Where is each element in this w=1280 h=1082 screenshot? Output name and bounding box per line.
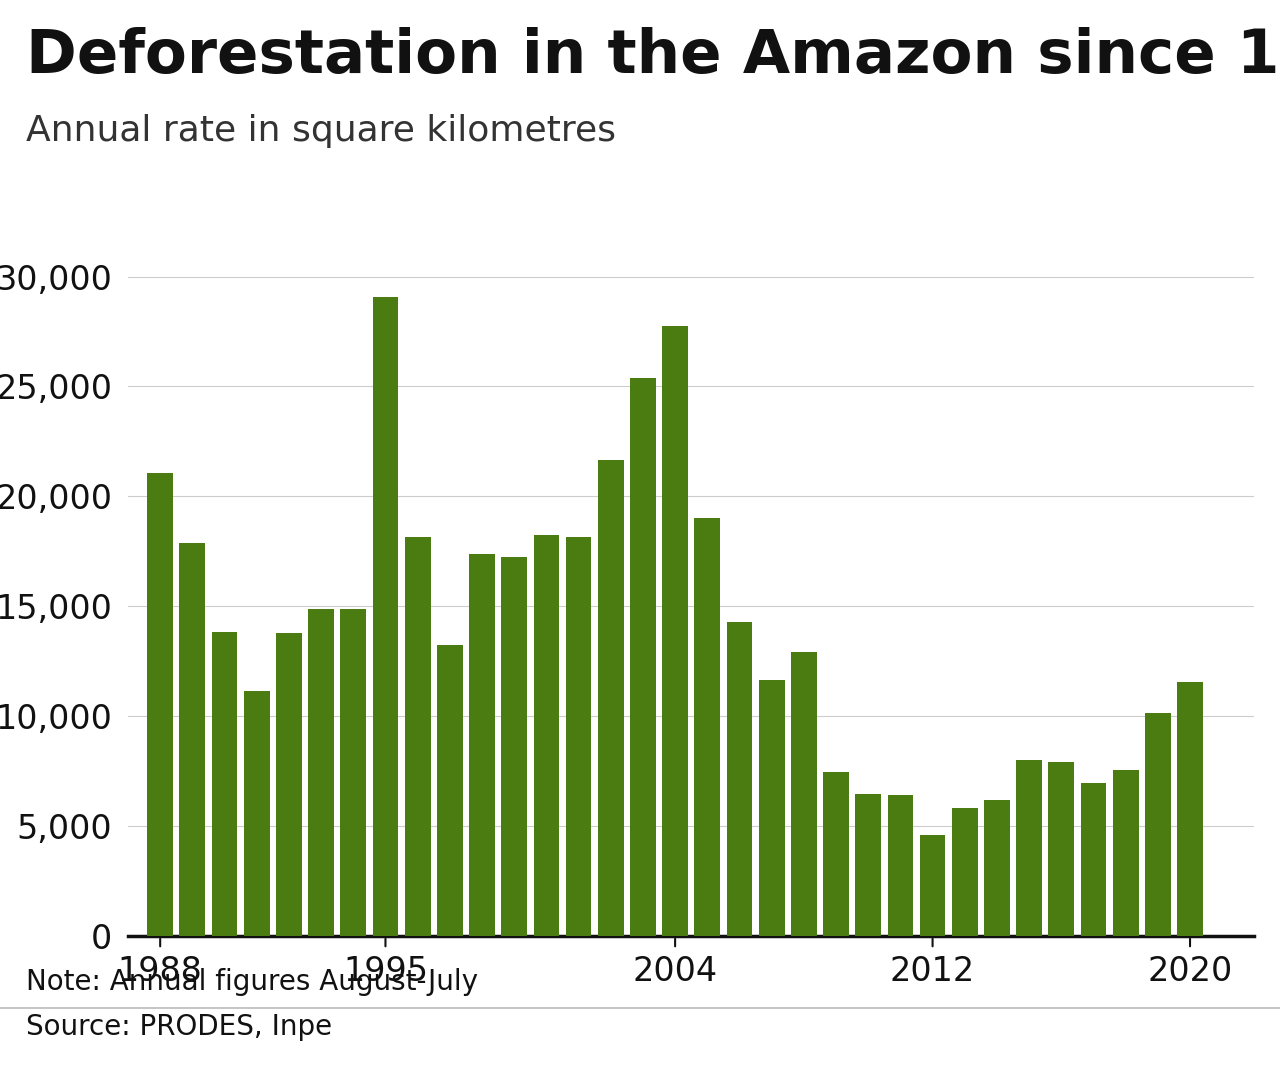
Bar [1016,761,1042,936]
Bar [1080,783,1106,936]
Bar [566,537,591,936]
Text: Deforestation in the Amazon since 1988: Deforestation in the Amazon since 1988 [26,27,1280,87]
Bar [1178,682,1203,936]
Bar [727,622,753,936]
Bar [791,652,817,936]
Text: Annual rate in square kilometres: Annual rate in square kilometres [26,114,616,147]
Bar [1112,770,1138,936]
Bar [920,835,946,936]
Text: BBC: BBC [1153,1031,1234,1065]
Bar [598,460,623,936]
Bar [695,518,721,936]
Bar [1048,763,1074,936]
Bar [308,608,334,936]
Bar [887,795,913,936]
Bar [340,608,366,936]
Bar [759,679,785,936]
Bar [1146,713,1171,936]
Bar [436,645,462,936]
Bar [276,633,302,936]
Bar [502,556,527,936]
Bar [984,800,1010,936]
Text: Note: Annual figures August-July: Note: Annual figures August-July [26,968,477,997]
Bar [952,807,978,936]
Bar [534,536,559,936]
Bar [823,771,849,936]
Bar [855,794,881,936]
Bar [372,298,398,936]
Bar [404,537,430,936]
Bar [630,378,655,936]
Bar [244,691,270,936]
Bar [179,543,205,936]
Bar [662,326,687,936]
Bar [470,554,495,936]
Bar [211,632,237,936]
Text: Source: PRODES, Inpe: Source: PRODES, Inpe [26,1013,332,1041]
Bar [147,473,173,936]
